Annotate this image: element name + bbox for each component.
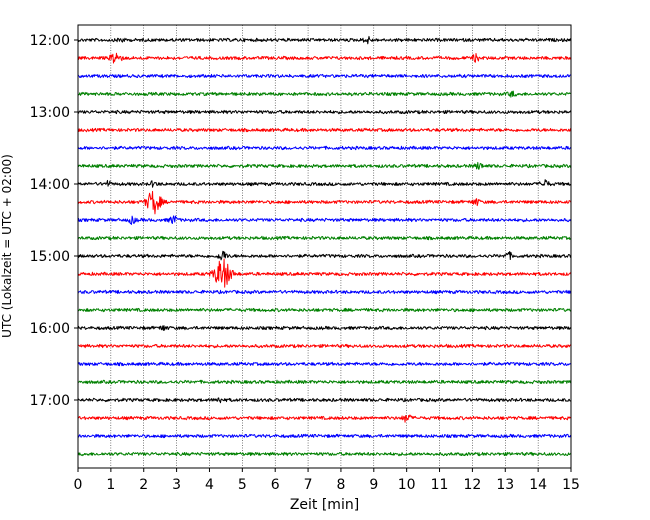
seismic-trace [77, 414, 572, 423]
seismic-trace [77, 433, 572, 439]
seismic-trace [77, 35, 572, 45]
x-tick-label: 11 [431, 477, 449, 493]
x-tick-label: 12 [463, 477, 481, 493]
x-tick-label: 14 [529, 477, 547, 493]
y-tick-label: 17:00 [30, 393, 70, 409]
y-tick-label: 16:00 [30, 321, 70, 337]
x-tick-label: 15 [562, 477, 580, 493]
seismic-trace [77, 361, 572, 367]
x-tick-label: 7 [304, 477, 313, 493]
seismic-trace [77, 73, 572, 79]
x-tick-label: 0 [74, 477, 83, 493]
seismic-trace [77, 289, 572, 295]
x-axis-label: Zeit [min] [290, 497, 359, 513]
x-tick-label: 13 [496, 477, 514, 493]
x-tick-label: 5 [238, 477, 247, 493]
seismic-traces [77, 35, 572, 457]
seismic-trace [77, 397, 572, 404]
y-tick-label: 12:00 [30, 33, 70, 49]
seismic-trace [77, 90, 572, 98]
seismic-trace [77, 215, 572, 225]
y-tick-label: 13:00 [30, 105, 70, 121]
seismic-trace [77, 109, 572, 115]
seismic-trace [77, 235, 572, 241]
seismic-trace [77, 451, 572, 457]
y-tick-label: 14:00 [30, 177, 70, 193]
seismic-trace [77, 145, 572, 151]
x-tick-label: 1 [106, 477, 115, 493]
seismic-trace [77, 52, 572, 64]
seismic-trace [77, 179, 572, 188]
x-tick-label: 9 [369, 477, 378, 493]
seismic-trace [77, 127, 572, 133]
y-axis-label: UTC (Lokalzeit = UTC + 02:00) [0, 154, 14, 338]
seismic-trace [77, 343, 572, 349]
x-axis: 0 1 2 3 4 5 6 7 8 9 10 11 12 13 14 15 [74, 468, 580, 493]
plot-frame [77, 24, 572, 469]
x-tick-label: 4 [205, 477, 214, 493]
y-axis: 12:00 13:00 14:00 15:00 16:00 17:00 [30, 33, 78, 409]
x-tick-label: 8 [336, 477, 345, 493]
y-tick-label: 15:00 [30, 249, 70, 265]
x-tick-label: 10 [398, 477, 416, 493]
seismic-trace [77, 161, 572, 170]
x-tick-label: 2 [139, 477, 148, 493]
seismic-trace [77, 190, 572, 215]
seismic-trace [77, 379, 572, 385]
seismic-trace [77, 258, 572, 288]
seismic-trace [77, 307, 572, 313]
seismic-trace [77, 250, 572, 261]
x-tick-label: 3 [172, 477, 181, 493]
x-tick-label: 6 [271, 477, 280, 493]
seismic-trace [77, 325, 572, 331]
